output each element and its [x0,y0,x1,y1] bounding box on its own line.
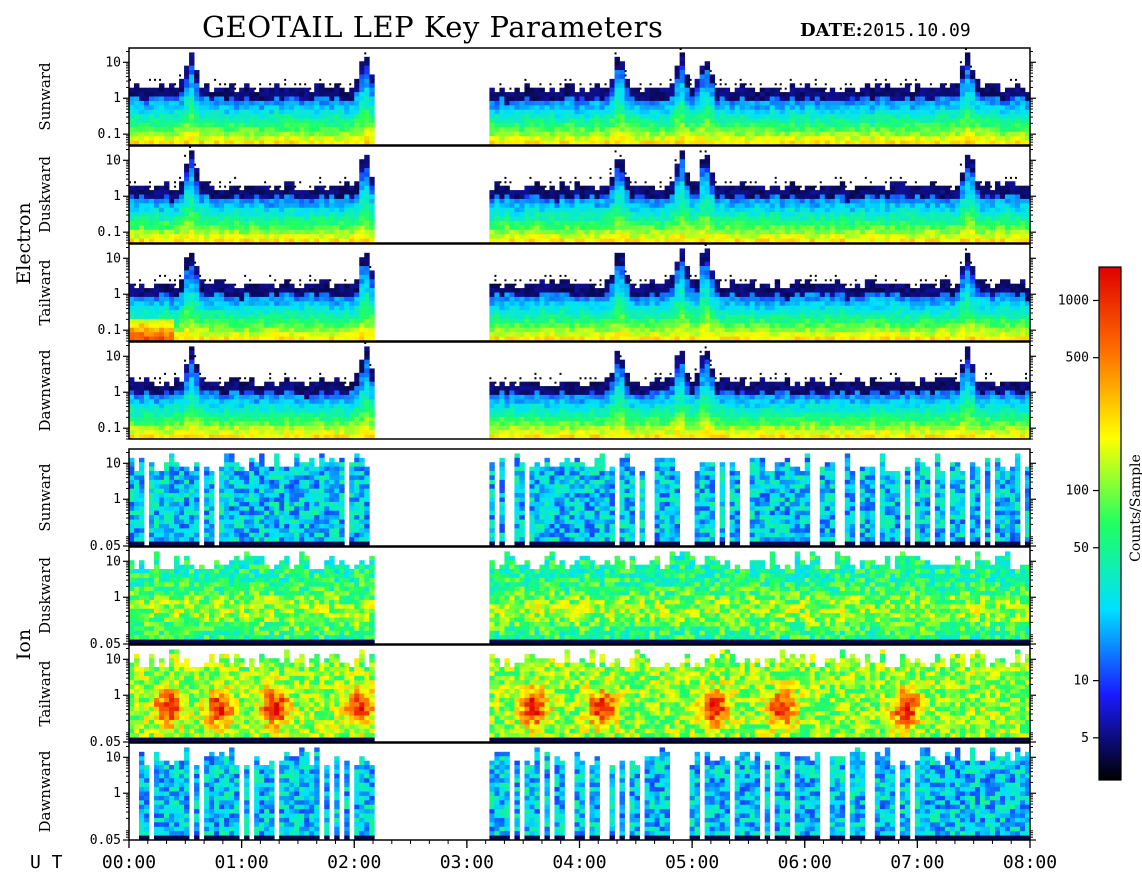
y-tick-label: 10 [105,251,121,266]
y-tick-label: 1 [113,91,121,106]
y-tick-label: 10 [105,750,121,765]
spectrogram-cells [129,551,1030,644]
group-label-electron: Electron [13,202,35,284]
y-tick-label: 1 [113,492,121,507]
panel-frame [128,243,1031,342]
colorbar-tick-label: 100 [1066,484,1089,499]
panel-frame [128,644,1031,743]
panel-label: Duskward [36,156,54,233]
y-tick-label: 10 [105,153,121,168]
colorbar-tick-label: 5 [1081,731,1089,746]
x-tick-label: 03:00 [440,852,494,873]
panel-label: Duskward [36,557,54,634]
colorbar-tick-label: 1000 [1058,293,1089,308]
panel-electron-duskward: 10 1 0.1 Duskward [36,145,1036,244]
y-tick-label: 10 [105,554,121,569]
spectrogram-cells [129,342,1030,439]
spectrogram-cells [129,146,1030,243]
y-tick-label: 0.05 [90,735,121,750]
y-tick-label: 0.1 [98,225,121,240]
panel-electron-tailward: 10 1 0.1 Tailward [36,243,1036,342]
y-tick-label: 1 [113,287,121,302]
panel-frame [128,341,1031,440]
colorbar-tick-label: 10 [1073,674,1089,689]
y-tick-label: 0.05 [90,833,121,848]
panel-label: Tailward [36,660,54,726]
panel-ion-tailward: 10 1 0.05 Tailward [36,644,1036,750]
date-label: DATE: [800,20,863,41]
y-tick-label: 0.1 [98,421,121,436]
panel-frame [128,546,1031,645]
time-axis-prefix: U T [30,852,63,873]
y-tick-label: 1 [113,189,121,204]
panel-frame [128,448,1031,547]
x-tick-label: 02:00 [327,852,381,873]
panel-ion-sunward: 10 1 0.05 Sunward [36,448,1036,554]
spectrogram-cells [139,747,1030,840]
panel-label: Sunward [36,62,54,131]
y-tick-label: 0.05 [90,637,121,652]
y-tick-label: 10 [105,652,121,667]
panel-label: Tailward [36,259,54,325]
date-readout: DATE:2015.10.09 [800,20,971,41]
y-tick-label: 10 [105,55,121,70]
time-axis: U T 00:00 01:00 02:00 03:00 04:00 05:00 06:00 07… [30,840,1057,873]
y-tick-label: 0.1 [98,323,121,338]
colorbar-gradient [1098,266,1122,781]
spectrogram-cells [129,649,1030,742]
colorbar-tick-label: 500 [1066,351,1089,366]
x-tick-label: 05:00 [665,852,719,873]
colorbar: 1000 500 100 50 10 5 Counts/Sample [1058,266,1142,781]
x-tick-label: 07:00 [890,852,944,873]
y-tick-label: 1 [113,786,121,801]
colorbar-tick-label: 50 [1073,541,1089,556]
x-tick-label: 04:00 [552,852,606,873]
colorbar-title: Counts/Sample [1128,454,1142,562]
panel-stack: Electron 10 1 0.1 Sunward 10 1 0.1 Duskward 10 1 0.… [13,47,1036,848]
date-value: 2015.10.09 [862,20,971,41]
y-tick-label: 1 [113,688,121,703]
panel-frame [128,145,1031,244]
y-tick-label: 10 [105,456,121,471]
panel-frame [128,47,1031,146]
x-tick-label: 08:00 [1003,852,1057,873]
x-tick-label: 06:00 [778,852,832,873]
spectrogram-cells [129,244,1030,341]
spectrogram-cells [129,48,1030,145]
y-tick-label: 1 [113,590,121,605]
y-tick-label: 0.05 [90,539,121,554]
chart-title: GEOTAIL LEP Key Parameters [202,10,664,44]
panel-ion-duskward: 10 1 0.05 Duskward [36,546,1036,652]
y-tick-label: 10 [105,349,121,364]
y-tick-label: 1 [113,385,121,400]
y-tick-label: 0.1 [98,127,121,142]
panel-label: Sunward [36,463,54,532]
x-tick-label: 01:00 [215,852,269,873]
spectrogram-cells [129,453,1030,546]
panel-label: Dawnward [36,349,54,431]
panel-ion-dawnward: 10 1 0.05 Dawnward [36,742,1036,848]
x-tick-label: 00:00 [102,852,156,873]
panel-electron-sunward: 10 1 0.1 Sunward [36,47,1036,146]
group-label-ion: Ion [13,629,35,660]
panel-label: Dawnward [36,750,54,832]
panel-electron-dawnward: 10 1 0.1 Dawnward [36,341,1036,440]
